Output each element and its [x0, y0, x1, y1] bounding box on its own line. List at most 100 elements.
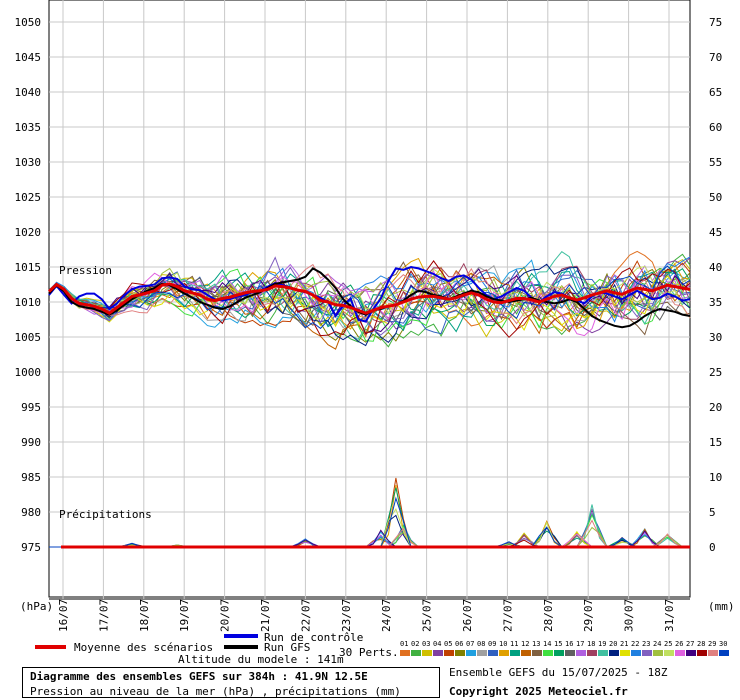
member-id-label: 20 [609, 640, 617, 648]
member-color-swatch [587, 650, 597, 656]
member-id-label: 13 [532, 640, 540, 648]
member-id-label: 30 [719, 640, 727, 648]
left-tick-label: 975 [21, 541, 41, 554]
member-color-swatch [642, 650, 652, 656]
left-tick-label: 980 [21, 506, 41, 519]
left-tick-label: 1020 [15, 226, 42, 239]
member-color-swatch [543, 650, 553, 656]
member-color-swatch [466, 650, 476, 656]
member-color-swatch [444, 650, 454, 656]
right-tick-label: 0 [709, 541, 716, 554]
member-color-swatch [488, 650, 498, 656]
x-tick-label: 31/07 [663, 599, 676, 632]
x-tick-label: 19/07 [178, 599, 191, 632]
member-color-swatch [565, 650, 575, 656]
member-id-label: 24 [653, 640, 661, 648]
member-id-label: 01 [400, 640, 408, 648]
member-id-label: 03 [422, 640, 430, 648]
member-id-label: 02 [411, 640, 419, 648]
right-tick-label: 45 [709, 226, 722, 239]
member-color-swatch [400, 650, 410, 656]
right-tick-label: 75 [709, 16, 722, 29]
x-tick-label: 20/07 [219, 599, 232, 632]
x-tick-label: 25/07 [421, 599, 434, 632]
right-tick-label: 60 [709, 121, 722, 134]
member-id-label: 06 [455, 640, 463, 648]
x-tick-label: 22/07 [299, 599, 312, 632]
member-color-swatch [532, 650, 542, 656]
left-tick-label: 1040 [15, 86, 42, 99]
right-unit-label: (mm) [708, 600, 735, 613]
altitude-label: Altitude du modele : 141m [178, 653, 344, 666]
left-tick-label: 1005 [15, 331, 42, 344]
left-tick-label: 990 [21, 436, 41, 449]
right-tick-label: 50 [709, 191, 722, 204]
member-id-label: 09 [488, 640, 496, 648]
x-tick-label: 16/07 [57, 599, 70, 632]
member-line-30 [48, 265, 691, 330]
left-tick-label: 1025 [15, 191, 42, 204]
x-tick-label: 29/07 [582, 599, 595, 632]
member-color-swatch [422, 650, 432, 656]
member-id-label: 27 [686, 640, 694, 648]
member-id-label: 28 [697, 640, 705, 648]
member-id-label: 23 [642, 640, 650, 648]
legend-gfs-label: Run GFS [264, 641, 310, 654]
left-tick-label: 1010 [15, 296, 42, 309]
right-tick-label: 10 [709, 471, 722, 484]
member-id-label: 15 [554, 640, 562, 648]
right-tick-label: 40 [709, 261, 722, 274]
right-tick-label: 15 [709, 436, 722, 449]
right-tick-label: 20 [709, 401, 722, 414]
right-tick-label: 65 [709, 86, 722, 99]
member-line-23 [48, 256, 691, 336]
left-tick-label: 985 [21, 471, 41, 484]
member-color-swatch [433, 650, 443, 656]
legend-control-label: Run de contrôle [264, 631, 363, 644]
member-color-swatch [686, 650, 696, 656]
x-tick-label: 23/07 [340, 599, 353, 632]
right-tick-label: 35 [709, 296, 722, 309]
member-color-swatch [598, 650, 608, 656]
left-tick-label: 1015 [15, 261, 42, 274]
member-color-swatch [708, 650, 718, 656]
member-id-label: 26 [675, 640, 683, 648]
member-line-26 [48, 270, 691, 337]
x-tick-label: 18/07 [138, 599, 151, 632]
right-tick-label: 25 [709, 366, 722, 379]
member-color-swatch [411, 650, 421, 656]
member-id-label: 29 [708, 640, 716, 648]
member-id-label: 08 [477, 640, 485, 648]
x-tick-label: 24/07 [380, 599, 393, 632]
left-tick-label: 1035 [15, 121, 42, 134]
chart-title: Diagramme des ensembles GEFS sur 384h : … [30, 670, 368, 683]
member-line-27 [48, 268, 691, 335]
right-tick-label: 30 [709, 331, 722, 344]
member-id-label: 19 [598, 640, 606, 648]
precip-label: Précipitations [59, 508, 152, 521]
pressure-label: Pression [59, 264, 112, 277]
member-id-label: 18 [587, 640, 595, 648]
member-color-swatch [576, 650, 586, 656]
member-id-label: 11 [510, 640, 518, 648]
right-tick-label: 5 [709, 506, 716, 519]
member-color-swatch [510, 650, 520, 656]
member-color-swatch [675, 650, 685, 656]
member-color-swatch [609, 650, 619, 656]
member-id-label: 21 [620, 640, 628, 648]
member-id-label: 17 [576, 640, 584, 648]
left-tick-label: 1050 [15, 16, 42, 29]
member-id-label: 12 [521, 640, 529, 648]
left-tick-label: 1000 [15, 366, 42, 379]
x-tick-label: 27/07 [501, 599, 514, 632]
x-tick-label: 21/07 [259, 599, 272, 632]
right-tick-label: 70 [709, 51, 722, 64]
member-color-swatch [631, 650, 641, 656]
left-tick-label: 1045 [15, 51, 42, 64]
member-color-swatch [653, 650, 663, 656]
left-tick-label: 995 [21, 401, 41, 414]
member-id-label: 14 [543, 640, 551, 648]
ensemble-run-label: Ensemble GEFS du 15/07/2025 - 18Z [449, 666, 668, 679]
chart-subtitle: Pression au niveau de la mer (hPa) , pré… [30, 685, 401, 698]
